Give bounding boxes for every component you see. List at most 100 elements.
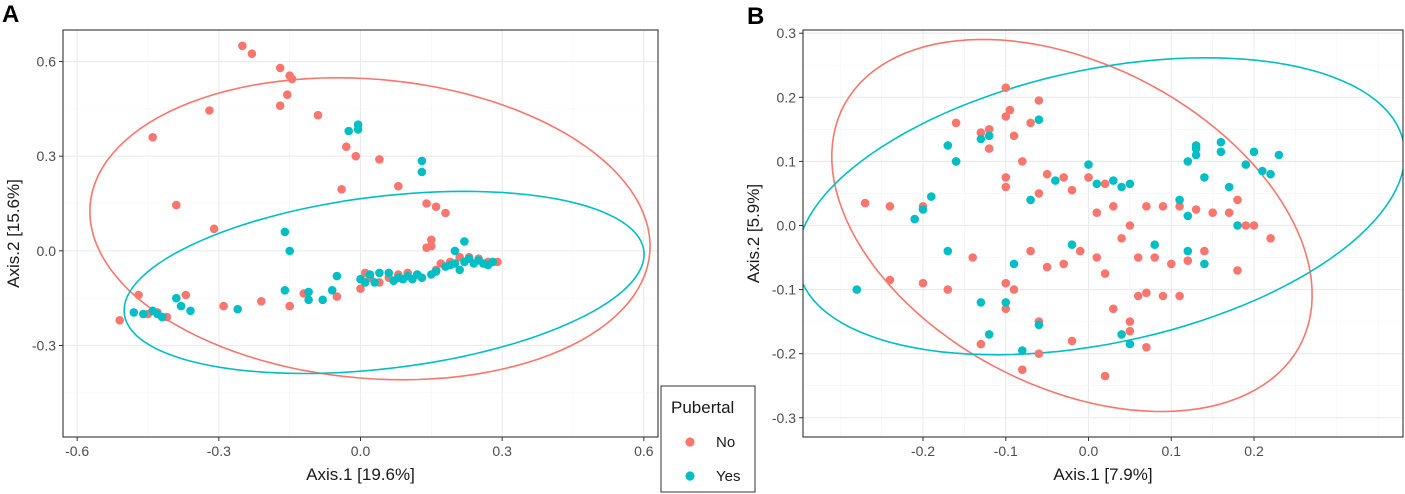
panel-a-xtick-label: 0.6 <box>634 443 654 459</box>
panel-label-a: A <box>2 1 19 28</box>
legend: Pubertal No Yes <box>660 385 756 493</box>
panel-a-point-yes <box>318 295 328 305</box>
panel-b-point-yes <box>918 205 928 214</box>
panel-a-point-yes <box>139 309 148 319</box>
panel-b-point-no <box>1125 221 1135 230</box>
panel-b-point-no <box>951 118 961 128</box>
panel-a-point-no <box>332 292 342 301</box>
panel-a-xtick-label: -0.3 <box>207 443 231 459</box>
panel-a-point-no <box>148 133 157 142</box>
panel-a-point-no <box>275 101 285 110</box>
panel-b-xtick-label: 0.1 <box>1162 443 1182 459</box>
panel-a-point-no <box>394 181 403 191</box>
panel-b-point-yes <box>976 298 986 307</box>
panel-b-point-yes <box>927 192 936 201</box>
panel-a-point-yes <box>445 260 455 270</box>
panel-a-point-yes <box>460 237 469 246</box>
panel-a-point-no <box>375 155 384 164</box>
panel-b-point-yes <box>1200 259 1209 269</box>
panel-a-ellipse-no <box>89 76 651 381</box>
panel-b-point-yes <box>1018 346 1027 355</box>
panel-b-point-no <box>968 253 977 262</box>
panel-a-point-yes <box>176 301 186 311</box>
panel-b-point-yes <box>1034 320 1044 330</box>
panel-a-point-yes <box>285 246 295 256</box>
panel-b-point-no <box>1059 173 1068 182</box>
panel-b-point-no <box>1001 173 1011 182</box>
panel-b-point-no <box>1034 96 1044 105</box>
panel-b-xtick-label: 0.0 <box>1079 443 1099 459</box>
panel-b-point-no <box>1109 202 1118 211</box>
panel-a-point-no <box>181 290 191 300</box>
panel-b-point-yes <box>1009 259 1019 269</box>
panel-b-ellipses <box>803 38 1403 413</box>
panel-a-point-yes <box>360 278 370 287</box>
panel-a-point-yes <box>353 125 363 134</box>
panel-b-point-yes <box>1026 195 1035 205</box>
panel-b-ellipse-yes <box>803 56 1403 356</box>
panel-b-point-yes <box>1224 182 1234 192</box>
panel-b-point-yes <box>1266 169 1275 179</box>
panel-b-points <box>852 83 1284 381</box>
panel-a-point-no <box>422 199 431 208</box>
panel-a-point-no <box>115 316 124 325</box>
panel-a-point-yes <box>233 304 242 314</box>
panel-b-point-no <box>1142 288 1151 298</box>
panel-b-point-no <box>885 275 895 285</box>
panel-b-point-yes <box>1200 173 1209 182</box>
panel-a-point-yes <box>332 271 342 281</box>
panel-a-point-no <box>247 49 257 58</box>
panel-b-ytick-label: 0.2 <box>777 89 797 105</box>
panel-b-point-no <box>1100 179 1110 189</box>
panel-b-ytick-label: -0.3 <box>772 410 796 426</box>
panel-b-point-no <box>1167 259 1176 269</box>
panel-b-point-no <box>1067 336 1077 346</box>
panel-b-point-no <box>1150 253 1159 262</box>
panel-a-point-no <box>209 224 219 234</box>
panel-b-point-no <box>1200 246 1209 256</box>
panel-b-point-no <box>1233 266 1242 275</box>
panel-a-point-no <box>351 151 361 161</box>
panel-a-point-no <box>431 202 441 211</box>
panel-a-point-no <box>172 200 181 210</box>
panel-a-point-no <box>275 63 285 73</box>
panel-b-ytick-label: -0.2 <box>772 346 796 362</box>
panel-a-ytick-label: 0.3 <box>37 148 57 164</box>
panel-b-point-no <box>1249 221 1259 230</box>
panel-b-point-no <box>1042 262 1052 272</box>
panel-a-plot: -0.6 -0.3 0.0 0.3 0.6 -0.3 0.0 0.3 0.6 Axis.1 [19… <box>4 29 659 484</box>
legend-title: Pubertal <box>671 398 734 417</box>
panel-b-point-no <box>1100 371 1110 381</box>
panel-b-point-no <box>1026 118 1035 128</box>
panel-b-point-yes <box>1249 147 1259 157</box>
panel-b-point-yes <box>1258 166 1267 176</box>
panel-a-point-yes <box>370 278 380 287</box>
panel-a-point-yes <box>365 270 375 279</box>
panel-b-point-no <box>1026 246 1035 256</box>
panel-b-point-no <box>1125 317 1135 326</box>
panel-b-point-no <box>1067 185 1077 195</box>
panel-a-point-no <box>205 106 214 115</box>
panel-a-ellipses <box>89 76 651 381</box>
panel-b-point-yes <box>1216 147 1226 157</box>
legend-label-no: No <box>716 434 735 451</box>
panel-b-xaxis-title: Axis.1 [7.9%] <box>1053 465 1152 484</box>
panel-a-point-no <box>219 301 228 311</box>
legend-label-yes: Yes <box>716 468 740 485</box>
panel-b-ytick-label: 0.0 <box>777 217 797 233</box>
panel-b-point-no <box>1092 253 1102 262</box>
panel-b-point-no <box>1158 291 1168 301</box>
panel-label-b: B <box>747 3 764 30</box>
panel-b-point-yes <box>1183 157 1193 166</box>
panel-a-points <box>115 41 502 325</box>
panel-a-ytick-label: 0.6 <box>37 54 57 70</box>
panel-b-point-yes <box>1109 176 1118 185</box>
panel-a-point-no <box>134 290 143 300</box>
panel-a-point-yes <box>450 246 460 256</box>
panel-b-point-no <box>1158 202 1168 211</box>
panel-b-point-no <box>976 128 986 137</box>
panel-b-ytick-label: 0.1 <box>777 153 797 169</box>
panel-a-point-no <box>287 74 297 84</box>
panel-b-xtick-label: 0.2 <box>1244 443 1264 459</box>
panel-a-ytick-label: 0.0 <box>37 243 57 259</box>
